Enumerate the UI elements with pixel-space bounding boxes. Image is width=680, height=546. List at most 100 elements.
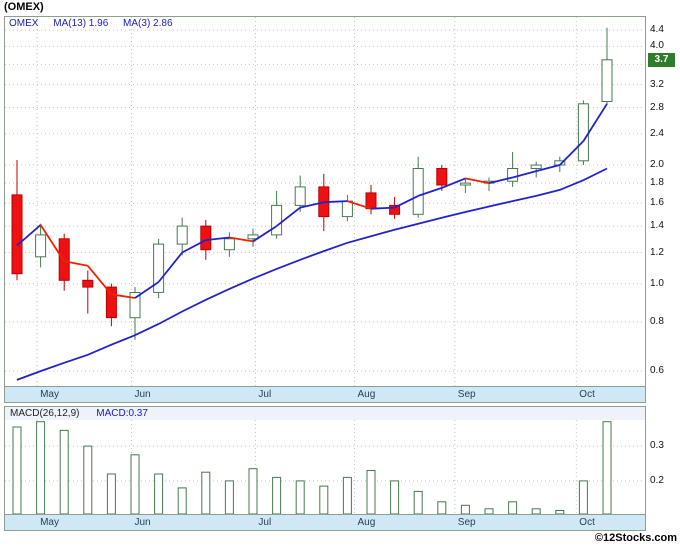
ma13-line [16, 167, 608, 381]
ma3-segment [276, 206, 301, 227]
legend-ma13: MA(13) 1.96 [53, 18, 109, 29]
candle-up [577, 100, 589, 165]
candle-up [271, 190, 283, 239]
y-axis-tick-label: 1.0 [650, 277, 664, 289]
candle-down [105, 283, 117, 327]
macd-current-value: MACD:0.37 [96, 408, 148, 419]
ma3-segment [181, 239, 207, 254]
macd-histogram [5, 420, 645, 514]
macd-bar [295, 480, 305, 514]
candle-down [365, 185, 377, 215]
macd-y-tick-label: 0.3 [650, 440, 664, 452]
x-axis-month-label: Sep [457, 389, 476, 400]
candle-up [483, 177, 495, 191]
macd-bar [177, 487, 187, 514]
ma3-segment [111, 293, 136, 299]
candle-up [129, 287, 141, 340]
macd-bar [366, 470, 376, 514]
macd-bar [201, 471, 211, 514]
ma3-segment [157, 251, 183, 283]
macd-x-axis-band: May Jun Jul Aug Sep Oct [5, 514, 645, 530]
ma3-segment [64, 260, 88, 267]
y-axis-tick-label: 4.4 [650, 24, 664, 36]
price-y-axis: 3.7 4.44.03.63.22.82.42.01.81.61.41.21.0… [647, 17, 680, 386]
ma3-segment [39, 224, 65, 262]
ma3-segment [87, 265, 113, 295]
candle-up [247, 228, 259, 247]
macd-panel: MACD(26,12,9) MACD:0.37 May Jun Jul Aug Sep O… [4, 406, 646, 531]
last-price-tag: 3.7 [648, 52, 675, 67]
x-axis-month-label: Aug [357, 389, 376, 400]
ma3-segment [394, 195, 419, 209]
candle-up [176, 217, 188, 256]
candlestick-chart [5, 17, 645, 386]
macd-bar [390, 480, 400, 514]
candle-down [11, 160, 23, 281]
macd-bar [460, 504, 470, 514]
macd-bar [555, 510, 565, 514]
x-axis-month-label: Sep [457, 517, 476, 528]
ma3-segment [370, 206, 395, 210]
legend-ma3: MA(3) 2.86 [123, 18, 173, 29]
y-axis-tick-label: 4.0 [650, 40, 664, 52]
macd-bar [12, 426, 22, 514]
legend-symbol: OMEX [9, 18, 39, 29]
ma3-segment [252, 225, 278, 243]
macd-bar [130, 454, 140, 514]
macd-header: MACD(26,12,9) MACD:0.37 [5, 407, 645, 420]
macd-bar [106, 473, 116, 514]
macd-bar [413, 490, 423, 514]
x-axis-month-label: Aug [357, 517, 376, 528]
ma3-segment [535, 164, 561, 172]
macd-bar [319, 485, 329, 514]
macd-bar [342, 476, 352, 514]
macd-bar [248, 468, 258, 514]
x-axis-month-label: Jun [134, 517, 151, 528]
macd-bar [578, 480, 588, 514]
candle-up [294, 175, 306, 212]
copyright: ©12Stocks.com [594, 532, 677, 544]
candle-up [341, 194, 353, 222]
macd-bar [484, 508, 494, 514]
x-axis-month-label: Jul [258, 517, 272, 528]
y-axis-tick-label: 1.6 [650, 197, 664, 209]
ma3-segment [323, 200, 348, 204]
ma3-segment [465, 177, 490, 184]
macd-bar [531, 508, 541, 514]
price-chart-panel: OMEX MA(13) 1.96 MA(3) 2.86 May Jun Jul Aug… [4, 16, 646, 403]
page-title: (OMEX) [4, 1, 44, 13]
ma3-segment [205, 236, 230, 241]
macd-bar [508, 501, 518, 514]
candle-up [601, 27, 613, 105]
chart-legend: OMEX MA(13) 1.96 MA(3) 2.86 [9, 18, 185, 29]
y-axis-tick-label: 1.8 [650, 177, 664, 189]
ma3-segment [299, 201, 325, 209]
macd-params-label: MACD(26,12,9) [10, 408, 80, 419]
macd-bar [36, 421, 46, 514]
ma3-segment [582, 103, 608, 142]
ma3-segment [441, 177, 466, 189]
price-x-axis-band: May Jun Jul Aug Sep Oct [5, 386, 645, 402]
macd-y-tick-label: 0.2 [650, 474, 664, 486]
candle-up [35, 223, 47, 268]
candle-up [412, 156, 424, 218]
ma3-segment [16, 224, 42, 247]
ma3-segment [229, 236, 254, 243]
y-axis-tick-label: 0.8 [650, 315, 664, 327]
macd-bar [224, 480, 234, 514]
x-axis-month-label: May [40, 389, 59, 400]
ma3-segment [559, 140, 585, 166]
y-axis-tick-label: 2.0 [650, 159, 664, 170]
y-axis-tick-label: 3.2 [650, 78, 664, 90]
ma3-segment [347, 200, 372, 210]
macd-bar [59, 429, 69, 514]
candle-down [436, 165, 448, 191]
macd-bar [154, 473, 164, 514]
candle-up [530, 161, 542, 178]
ma3-segment [134, 281, 160, 299]
macd-y-axis: 0.3 0.2 [647, 420, 680, 514]
y-axis-tick-label: 2.8 [650, 101, 664, 113]
ma3-segment [488, 176, 513, 184]
macd-bar [602, 421, 612, 514]
y-axis-tick-label: 2.4 [650, 127, 664, 139]
